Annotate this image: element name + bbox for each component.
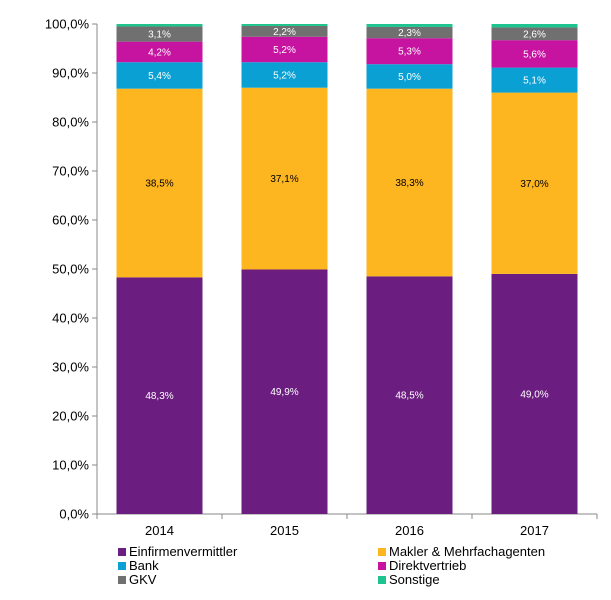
data-label: 5,3% [398, 47, 421, 58]
legend-item: Direktvertrieb [378, 558, 466, 573]
bar-segment [366, 38, 453, 65]
data-label: 4,2% [148, 47, 171, 58]
bar-segment [366, 276, 453, 514]
bar-segment [241, 25, 328, 37]
legend-item: Bank [118, 558, 159, 573]
bar-segment [241, 62, 328, 88]
bar-segment [116, 24, 203, 27]
data-label: 49,9% [270, 387, 298, 398]
y-axis: 0,0% 10,0% 20,0% 30,0% 40,0% 50,0% 60,0% 70,0% 8… [45, 17, 98, 522]
bars [116, 24, 578, 514]
legend-item: Makler & Mehrfachagenten [378, 544, 545, 559]
legend-item: GKV [118, 572, 157, 587]
y-tick-label: 70,0% [52, 164, 89, 179]
y-tick-label: 60,0% [52, 213, 89, 228]
data-label: 48,3% [145, 391, 173, 402]
x-tick-label: 2017 [520, 523, 549, 538]
legend-label: Direktvertrieb [389, 558, 466, 573]
legend-label: Bank [129, 558, 159, 573]
bar-segment [116, 277, 203, 514]
data-label: 5,2% [273, 70, 296, 81]
x-axis: 2014 2015 2016 2017 [96, 513, 598, 538]
y-tick-label: 40,0% [52, 311, 89, 326]
bar-segment [491, 273, 578, 514]
legend-label: GKV [129, 572, 157, 587]
data-label: 37,0% [520, 179, 548, 190]
x-tick-label: 2015 [270, 523, 299, 538]
legend-swatch [118, 562, 126, 570]
bar-segment [491, 67, 578, 93]
legend-swatch [378, 548, 386, 556]
bar-segment [491, 24, 578, 28]
y-tick-label: 50,0% [52, 262, 89, 277]
bar-segment [491, 40, 578, 68]
data-label: 49,0% [520, 389, 548, 400]
data-label: 3,1% [148, 30, 171, 41]
bar-segment [241, 36, 328, 63]
bar-segment [366, 64, 453, 89]
bar-segment [116, 26, 203, 42]
data-label: 5,6% [523, 49, 546, 60]
y-tick-label: 90,0% [52, 66, 89, 81]
y-tick-label: 10,0% [52, 458, 89, 473]
x-tick-label: 2016 [395, 523, 424, 538]
bar-segment [116, 41, 203, 63]
y-tick-label: 80,0% [52, 115, 89, 130]
x-tick-label: 2014 [145, 523, 174, 538]
data-label: 5,0% [398, 72, 421, 83]
legend: Einfirmenvermittler Makler & Mehrfachagen… [118, 544, 545, 587]
bar-segment [241, 269, 328, 514]
legend-swatch [378, 562, 386, 570]
data-label: 2,3% [398, 28, 421, 39]
legend-item: Sonstige [378, 572, 440, 587]
data-labels: 48,3% 38,5% 5,4% 4,2% 3,1% 49,9% 37,1% 5,2% 5,2%… [145, 27, 548, 402]
data-label: 5,2% [273, 45, 296, 56]
legend-label: Makler & Mehrfachagenten [389, 544, 545, 559]
y-tick-label: 30,0% [52, 360, 89, 375]
data-label: 38,5% [145, 179, 173, 190]
data-label: 38,3% [395, 178, 423, 189]
y-tick-label: 0,0% [59, 507, 89, 522]
y-tick-label: 20,0% [52, 409, 89, 424]
bar-segment [241, 24, 328, 26]
legend-swatch [118, 576, 126, 584]
data-label: 5,1% [523, 76, 546, 87]
data-label: 2,6% [523, 29, 546, 40]
bar-segment [491, 92, 578, 274]
legend-label: Sonstige [389, 572, 440, 587]
legend-swatch [378, 576, 386, 584]
data-label: 2,2% [273, 27, 296, 38]
bar-segment [366, 24, 453, 27]
bar-segment [241, 87, 328, 270]
data-label: 48,5% [395, 391, 423, 402]
legend-label: Einfirmenvermittler [129, 544, 238, 559]
bar-segment [366, 26, 453, 39]
legend-item: Einfirmenvermittler [118, 544, 238, 559]
legend-swatch [118, 548, 126, 556]
bar-segment [116, 88, 203, 278]
bar-segment [491, 27, 578, 41]
data-label: 5,4% [148, 71, 171, 82]
bar-segment [116, 62, 203, 89]
bar-segment [366, 88, 453, 277]
y-tick-label: 100,0% [45, 17, 90, 32]
data-label: 37,1% [270, 174, 298, 185]
